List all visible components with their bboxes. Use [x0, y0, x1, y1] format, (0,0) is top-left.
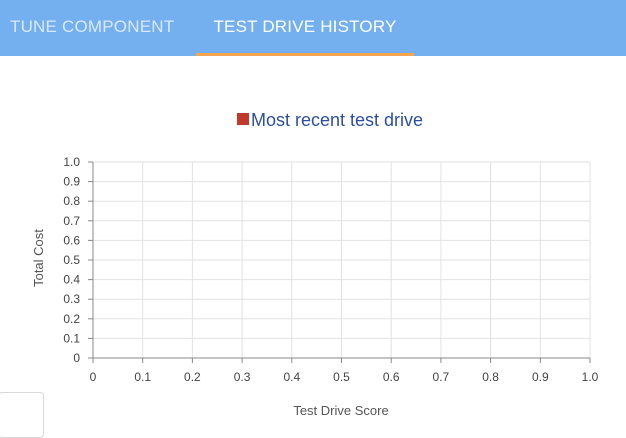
- top-tab-bar: TUNE COMPONENT TEST DRIVE HISTORY: [0, 0, 626, 56]
- chart-legend[interactable]: Most recent test drive: [237, 110, 423, 130]
- x-tick-label: 0.9: [532, 370, 549, 384]
- x-tick-label: 0: [90, 370, 97, 384]
- y-tick-label: 1.0: [63, 155, 80, 169]
- x-tick-label: 0.2: [184, 370, 201, 384]
- legend-swatch: [237, 113, 249, 125]
- legend-label: Most recent test drive: [251, 110, 423, 130]
- y-tick-label: 0.9: [63, 175, 80, 189]
- x-tick-label: 0.7: [433, 370, 450, 384]
- y-axis-ticks: 0 0.1 0.2 0.3 0.4 0.5 0.6 0.7 0.8 0.9 1.0: [63, 155, 93, 365]
- y-axis-label: Total Cost: [31, 229, 46, 287]
- tab-test-drive-history[interactable]: TEST DRIVE HISTORY: [213, 17, 397, 36]
- y-tick-label: 0.6: [63, 233, 80, 247]
- active-tab-indicator: [196, 53, 414, 56]
- y-tick-label: 0.7: [63, 214, 80, 228]
- y-tick-label: 0.5: [63, 253, 80, 267]
- chart-svg: Most recent test drive 0 0.1 0.2 0.3 0.4 0.5 0…: [31, 110, 599, 418]
- y-tick-label: 0.8: [63, 194, 80, 208]
- x-axis-label: Test Drive Score: [293, 403, 388, 418]
- x-tick-label: 0.5: [333, 370, 350, 384]
- x-tick-label: 1.0: [582, 370, 599, 384]
- x-tick-label: 0.6: [383, 370, 400, 384]
- x-tick-label: 0.4: [283, 370, 300, 384]
- y-tick-label: 0.2: [63, 312, 80, 326]
- panel-corner: [0, 392, 44, 438]
- y-tick-label: 0: [73, 351, 80, 365]
- y-tick-label: 0.1: [63, 331, 80, 345]
- x-tick-label: 0.8: [482, 370, 499, 384]
- y-tick-label: 0.4: [63, 273, 80, 287]
- chart-grid: [93, 161, 591, 358]
- y-tick-label: 0.3: [63, 292, 80, 306]
- x-tick-label: 0.3: [234, 370, 251, 384]
- x-axis-ticks: 0 0.1 0.2 0.3 0.4 0.5 0.6 0.7 0.8 0.9 1.0: [90, 358, 599, 384]
- x-tick-label: 0.1: [134, 370, 151, 384]
- tab-tune-component[interactable]: TUNE COMPONENT: [10, 17, 175, 36]
- test-drive-chart: Most recent test drive 0 0.1 0.2 0.3 0.4 0.5 0…: [0, 56, 626, 432]
